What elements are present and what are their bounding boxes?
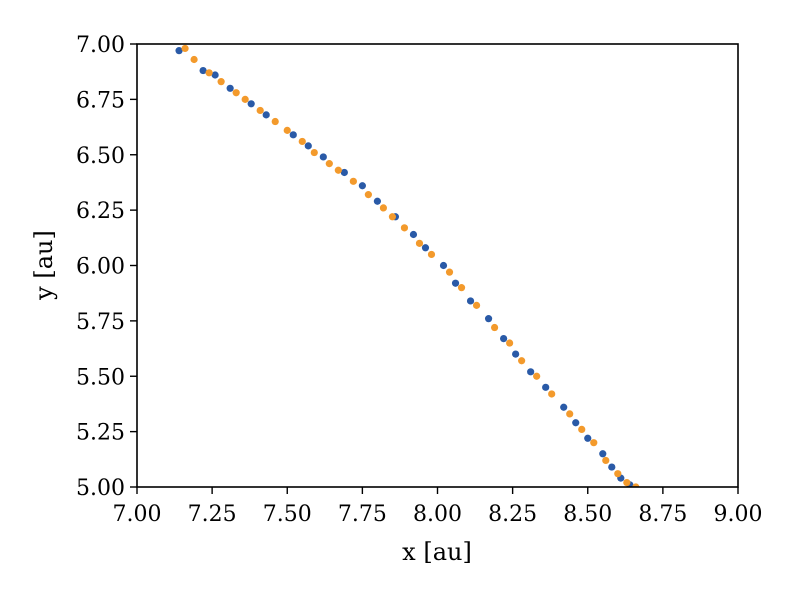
series-2-point-33 bbox=[614, 470, 622, 478]
series-1-point-19 bbox=[484, 315, 493, 323]
y-tick-label: 6.50 bbox=[76, 144, 125, 169]
series-2-point-22 bbox=[457, 284, 466, 292]
series-2-point-27 bbox=[533, 372, 541, 380]
y-tick-label: 5.00 bbox=[76, 476, 125, 501]
plot-frame bbox=[136, 43, 739, 488]
series-2-point-14 bbox=[349, 177, 357, 185]
x-tick-label: 7.75 bbox=[338, 502, 387, 527]
series-2-point-16 bbox=[379, 204, 388, 212]
y-tick-label: 5.25 bbox=[76, 421, 125, 446]
series-2-point-17 bbox=[388, 213, 397, 221]
series-1-point-21 bbox=[512, 350, 520, 358]
points-layer bbox=[175, 44, 640, 487]
series-2-point-29 bbox=[566, 410, 574, 418]
series-1-point-20 bbox=[500, 335, 508, 343]
y-tick-label: 5.75 bbox=[76, 310, 125, 335]
series-2-point-21 bbox=[445, 268, 454, 276]
x-axis-label: x [au] bbox=[402, 538, 472, 566]
series-2-point-1 bbox=[181, 44, 189, 53]
x-tick-label: 8.75 bbox=[638, 502, 687, 527]
x-tick-label: 8.25 bbox=[488, 502, 537, 527]
y-tick-label: 5.50 bbox=[76, 365, 125, 390]
series-2-point-10 bbox=[298, 137, 306, 146]
series-1-point-24 bbox=[560, 403, 568, 411]
series-1-point-16 bbox=[439, 261, 448, 270]
x-tick-label: 9.00 bbox=[714, 502, 763, 527]
series-2-point-3 bbox=[205, 69, 213, 77]
series-2-point-34 bbox=[623, 478, 631, 487]
series-2-point-32 bbox=[602, 456, 610, 465]
series-2-point-35 bbox=[632, 483, 640, 487]
series-2-point-5 bbox=[232, 89, 240, 97]
series-2-point-11 bbox=[310, 148, 318, 157]
series-2-point-4 bbox=[217, 78, 225, 86]
series-2-point-9 bbox=[283, 126, 291, 134]
series-1-point-2 bbox=[199, 66, 207, 75]
series-1-point-3 bbox=[211, 71, 219, 79]
series-1-point-5 bbox=[247, 100, 255, 108]
series-2-point-8 bbox=[271, 117, 279, 126]
series-1-point-26 bbox=[584, 434, 592, 442]
series-1-point-10 bbox=[340, 168, 348, 177]
y-tick-label: 6.25 bbox=[76, 199, 125, 224]
series-1-point-14 bbox=[409, 230, 418, 239]
series-2-point-6 bbox=[241, 95, 249, 103]
series-2-point-26 bbox=[518, 357, 526, 365]
series-1-point-23 bbox=[542, 383, 550, 391]
series-2-point-28 bbox=[548, 390, 556, 398]
series-2-point-2 bbox=[190, 55, 198, 64]
series-2-point-13 bbox=[334, 166, 342, 174]
series-1-point-9 bbox=[319, 153, 327, 161]
series-1-point-11 bbox=[358, 182, 366, 190]
series-2-point-12 bbox=[325, 160, 333, 168]
x-tick-label: 7.00 bbox=[113, 502, 162, 527]
x-axis: 7.00 7.25 7.50 7.75 8.00 8.25 8.50 8.75 9.00 bbox=[113, 487, 763, 527]
x-tick-label: 7.25 bbox=[188, 502, 237, 527]
series-2-point-20 bbox=[427, 250, 436, 259]
y-tick-label: 7.00 bbox=[76, 33, 125, 58]
series-1-point-12 bbox=[373, 197, 381, 205]
x-tick-label: 7.50 bbox=[263, 502, 312, 527]
x-tick-label: 8.00 bbox=[413, 502, 462, 527]
series-2-point-15 bbox=[364, 191, 372, 199]
series-1-point-7 bbox=[289, 131, 297, 139]
y-tick-label: 6.75 bbox=[76, 88, 125, 113]
series-1-point-25 bbox=[572, 419, 580, 427]
series-2-point-19 bbox=[415, 239, 424, 247]
series-2-point-24 bbox=[490, 323, 499, 332]
series-1-point-18 bbox=[466, 297, 475, 305]
series-2-point-23 bbox=[472, 301, 481, 309]
series-2-point-31 bbox=[590, 439, 598, 447]
series-1-point-22 bbox=[527, 368, 535, 376]
series-1-point-15 bbox=[421, 244, 430, 252]
y-tick-label: 6.00 bbox=[76, 255, 125, 280]
series-2-point-18 bbox=[400, 224, 409, 232]
y-axis-label: y [au] bbox=[30, 230, 58, 301]
series-1-point-6 bbox=[262, 111, 270, 119]
series-1-point-17 bbox=[451, 279, 460, 287]
series-1-point-1 bbox=[175, 47, 183, 55]
series-1-point-28 bbox=[608, 463, 616, 471]
x-tick-label: 8.50 bbox=[563, 502, 612, 527]
y-axis: 5.00 5.25 5.50 5.75 6.00 6.25 6.50 6.75 7.00 bbox=[76, 33, 137, 501]
series-1-point-8 bbox=[304, 142, 312, 150]
series-2-point-7 bbox=[256, 106, 264, 115]
series-2-point-25 bbox=[506, 339, 514, 347]
series-2-point-30 bbox=[578, 425, 586, 434]
series-1-point-4 bbox=[226, 84, 234, 92]
series-1-point-27 bbox=[599, 450, 607, 458]
